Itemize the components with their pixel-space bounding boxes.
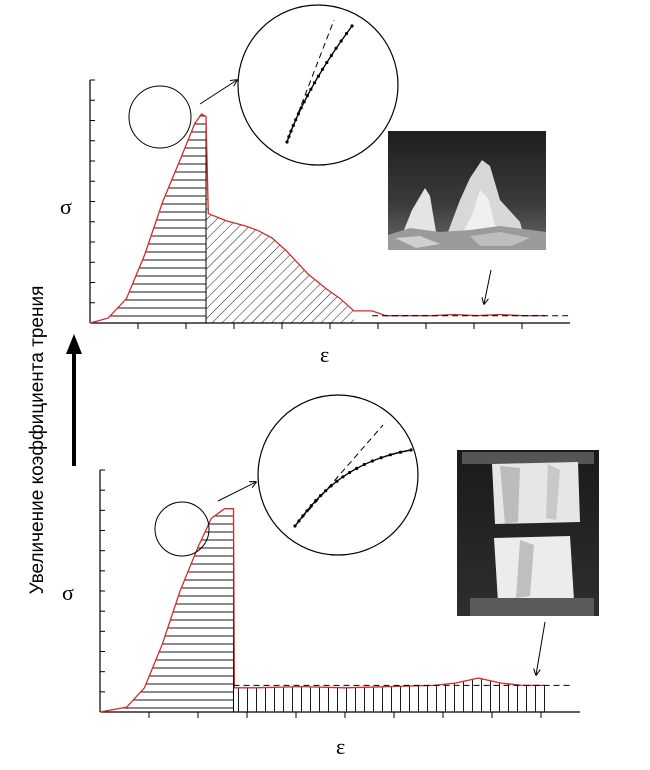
top-inset-point bbox=[296, 112, 300, 116]
top-panel: σ ε bbox=[60, 4, 570, 367]
bottom-inset-point bbox=[341, 475, 345, 479]
top-region-horizontal-hatch bbox=[90, 114, 207, 324]
top-inset-point bbox=[325, 60, 329, 65]
bottom-region-horizontal-hatch bbox=[100, 508, 234, 712]
bottom-inset-point bbox=[319, 494, 323, 498]
bottom-inset-point bbox=[301, 514, 305, 518]
friction-increase-arrow bbox=[66, 334, 82, 466]
bottom-inset-tangent bbox=[294, 424, 384, 527]
top-zoom-pointer-arrow bbox=[199, 80, 237, 105]
bottom-stress-strain-curve bbox=[99, 508, 545, 713]
top-inset-point bbox=[302, 100, 306, 104]
top-inset-point bbox=[350, 24, 354, 28]
top-inset-point bbox=[312, 81, 317, 85]
top-inset-points bbox=[285, 24, 354, 144]
top-inset-point bbox=[329, 53, 333, 58]
bottom-inset-point bbox=[379, 456, 383, 460]
bottom-specimen-photo bbox=[457, 450, 599, 616]
top-axes bbox=[89, 79, 570, 329]
top-inset-point bbox=[294, 118, 298, 122]
top-specimen-photo bbox=[388, 131, 546, 250]
bottom-inset-point bbox=[348, 470, 352, 475]
bottom-inset-point bbox=[329, 484, 333, 488]
bottom-inset-point bbox=[362, 462, 366, 467]
bottom-inset-point bbox=[293, 524, 297, 528]
bottom-inset bbox=[257, 394, 419, 556]
bottom-inset-point bbox=[314, 499, 318, 503]
top-inset-point bbox=[289, 129, 293, 133]
bottom-inset-point bbox=[305, 509, 309, 513]
top-y-axis-label: σ bbox=[60, 194, 72, 219]
bottom-zoom-pointer-arrow bbox=[217, 482, 256, 502]
bottom-inset-point bbox=[324, 489, 328, 493]
top-inset-point bbox=[334, 46, 338, 50]
bottom-axes bbox=[99, 469, 580, 718]
top-inset-point bbox=[291, 123, 295, 128]
top-hatched-regions bbox=[90, 114, 354, 324]
bottom-x-axis-label: ε bbox=[336, 734, 345, 759]
bottom-inset-point bbox=[398, 450, 402, 454]
bottom-inset-point bbox=[355, 466, 359, 470]
top-inset-point bbox=[287, 135, 291, 139]
top-inset-point bbox=[339, 39, 343, 43]
bottom-peak-zoom-circle bbox=[154, 501, 210, 557]
bottom-inset-point bbox=[370, 459, 374, 463]
top-inset-point bbox=[316, 74, 320, 78]
top-inset-point bbox=[344, 31, 349, 36]
top-inset-point bbox=[285, 140, 289, 144]
top-stress-strain-curve bbox=[89, 113, 545, 324]
bottom-y-axis-label: σ bbox=[62, 580, 74, 605]
bottom-panel: σ ε bbox=[62, 394, 599, 759]
top-photo-pointer-arrow bbox=[484, 269, 492, 304]
bottom-inset-point bbox=[309, 504, 313, 508]
top-region-diagonal-hatch bbox=[206, 116, 354, 323]
bottom-region-vertical-hatch bbox=[233, 508, 545, 712]
side-label: Увеличение коэффициента трения bbox=[27, 286, 48, 595]
top-peak-zoom-circle bbox=[128, 85, 192, 149]
bottom-inset-point bbox=[388, 453, 392, 457]
top-inset-point bbox=[299, 106, 303, 110]
side-annotation: Увеличение коэффициента трения bbox=[27, 286, 82, 595]
bottom-inset-point bbox=[297, 519, 301, 523]
bottom-photo-pointer-arrow bbox=[536, 621, 546, 675]
top-x-axis-label: ε bbox=[320, 342, 329, 367]
bottom-inset-points bbox=[293, 448, 413, 528]
top-inset-point bbox=[305, 94, 309, 98]
bottom-inset-point bbox=[335, 479, 339, 483]
top-inset-point bbox=[309, 87, 313, 91]
bottom-inset-point bbox=[409, 448, 413, 452]
top-inset bbox=[237, 4, 399, 166]
top-inset-point bbox=[320, 67, 325, 71]
